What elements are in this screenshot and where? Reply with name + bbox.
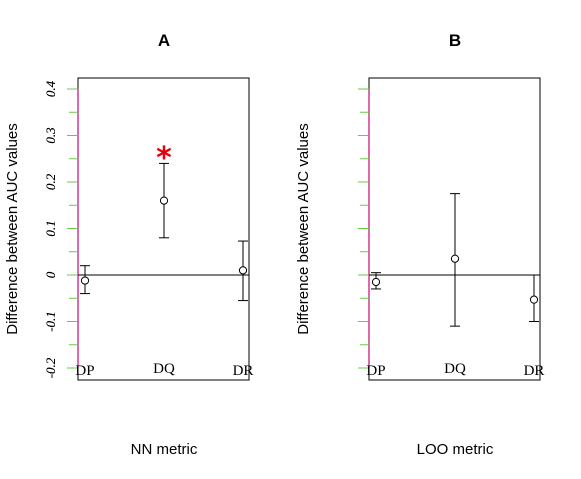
x-axis-label: LOO metric bbox=[417, 441, 494, 458]
data-point-dr bbox=[529, 274, 539, 322]
y-tick-label: 0 bbox=[43, 271, 58, 278]
y-tick-label: 0 bbox=[43, 271, 58, 278]
y-tick-label: 0.3 bbox=[43, 127, 58, 144]
point-marker bbox=[159, 196, 169, 205]
y-tick-label: 0.1 bbox=[43, 220, 58, 236]
y-axis-label: Difference between AUC values bbox=[4, 123, 21, 335]
category-label-dq: DQ bbox=[444, 361, 466, 377]
data-point-dr bbox=[238, 240, 248, 302]
point-marker bbox=[238, 266, 248, 275]
y-tick-label: 0.4 bbox=[43, 80, 58, 97]
x-axis-label: NN metric bbox=[131, 441, 198, 458]
y-tick-label: -0.1 bbox=[43, 311, 58, 332]
category-label-dp: DP bbox=[366, 363, 385, 379]
y-tick-label: -0.2 bbox=[43, 357, 58, 378]
y-tick-label: -0.2 bbox=[43, 357, 58, 378]
data-point-dp bbox=[371, 272, 381, 290]
point-marker bbox=[371, 277, 381, 287]
y-tick-label: 0.3 bbox=[43, 127, 58, 144]
y-tick-label: 0.2 bbox=[43, 173, 58, 190]
y-tick-label: 0.2 bbox=[43, 173, 58, 190]
chart-title: B bbox=[449, 31, 461, 50]
data-point-dq bbox=[159, 162, 169, 239]
category-label-dr: DR bbox=[524, 363, 545, 379]
y-axis-label: Difference between AUC values bbox=[295, 123, 312, 335]
chart-panel-a: A Difference between AUC values NN metric -… bbox=[4, 31, 253, 458]
y-tick-label: 0.1 bbox=[43, 220, 58, 236]
category-label-dq: DQ bbox=[153, 361, 175, 377]
chart-title: A bbox=[158, 31, 170, 50]
category-label-dr: DR bbox=[233, 363, 254, 379]
point-marker bbox=[529, 295, 539, 304]
data-point-dp bbox=[80, 265, 90, 295]
y-tick-label: -0.1 bbox=[43, 311, 58, 332]
chart-panel-b: B Difference between AUC values LOO metric… bbox=[43, 31, 544, 458]
y-tick-label: 0.4 bbox=[43, 80, 58, 97]
data-point-dq bbox=[450, 193, 460, 327]
point-marker bbox=[450, 254, 460, 263]
significance-star: * bbox=[156, 141, 172, 176]
category-label-dp: DP bbox=[75, 363, 94, 379]
point-marker bbox=[80, 276, 90, 285]
